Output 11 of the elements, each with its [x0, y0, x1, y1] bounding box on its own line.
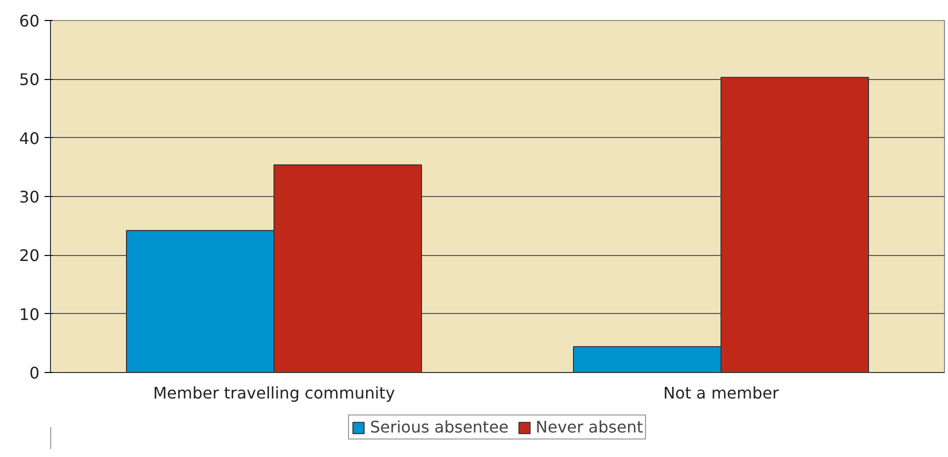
y-tick-label: 60 [19, 12, 40, 30]
y-tick-label: 20 [19, 246, 40, 266]
y-tick-label: 0 [29, 364, 40, 382]
y-tick-label: 40 [19, 128, 40, 148]
y-tick-label: 10 [19, 304, 40, 324]
y-tick-label: 50 [19, 70, 40, 90]
legend-label: Never absent [536, 418, 643, 436]
legend-label: Serious absentee [370, 418, 509, 436]
x-tick-label: Not a member [663, 384, 780, 402]
y-tick-label: 30 [19, 188, 40, 206]
x-tick-label: Member travelling community [153, 384, 395, 402]
